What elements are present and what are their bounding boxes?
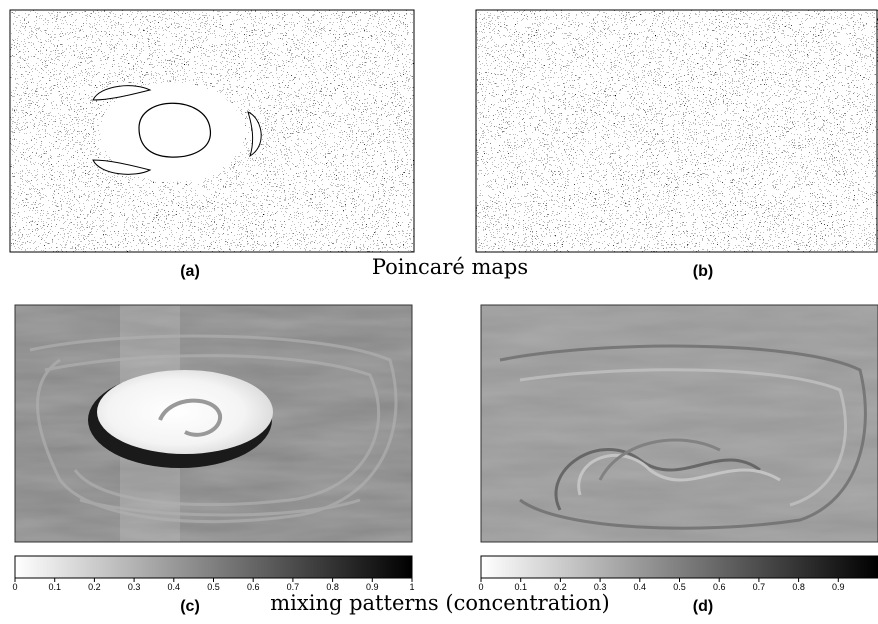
tick-label: 0.5 xyxy=(673,582,686,592)
caption: mixing patterns (concentration) xyxy=(270,591,609,615)
tick-label: 0.9 xyxy=(366,582,379,592)
tick-label: 0.8 xyxy=(326,582,339,592)
tick-label: 0.3 xyxy=(594,582,607,592)
tick-label: 0.1 xyxy=(48,582,61,592)
tick-label: 0.7 xyxy=(753,582,766,592)
tick-label: 0.2 xyxy=(554,582,567,592)
tick-label: 0.6 xyxy=(713,582,726,592)
panel-c xyxy=(14,304,413,543)
caption: Poincaré maps xyxy=(372,255,528,279)
tick-label: 0 xyxy=(478,582,483,592)
tick-label: 0.1 xyxy=(514,582,527,592)
panel-b xyxy=(475,9,878,253)
tick-label: 1 xyxy=(409,582,414,592)
panel-a xyxy=(9,9,415,253)
panel-d xyxy=(480,304,878,543)
panel-label: (a) xyxy=(180,263,200,280)
tick-label: 0.9 xyxy=(832,582,845,592)
panel-label: (b) xyxy=(693,263,713,280)
tick-label: 0.8 xyxy=(792,582,805,592)
colorbar-c xyxy=(14,555,413,579)
panel-label: (d) xyxy=(693,598,713,615)
tick-label: 0.2 xyxy=(88,582,101,592)
panel-label: (c) xyxy=(180,598,200,615)
tick-label: 0.6 xyxy=(247,582,260,592)
tick-label: 0.7 xyxy=(287,582,300,592)
tick-label: 0.3 xyxy=(128,582,141,592)
tick-label: 0.5 xyxy=(207,582,220,592)
colorbar-d xyxy=(480,555,878,579)
tick-label: 0.4 xyxy=(634,582,647,592)
tick-label: 0.4 xyxy=(168,582,181,592)
tick-label: 0 xyxy=(12,582,17,592)
